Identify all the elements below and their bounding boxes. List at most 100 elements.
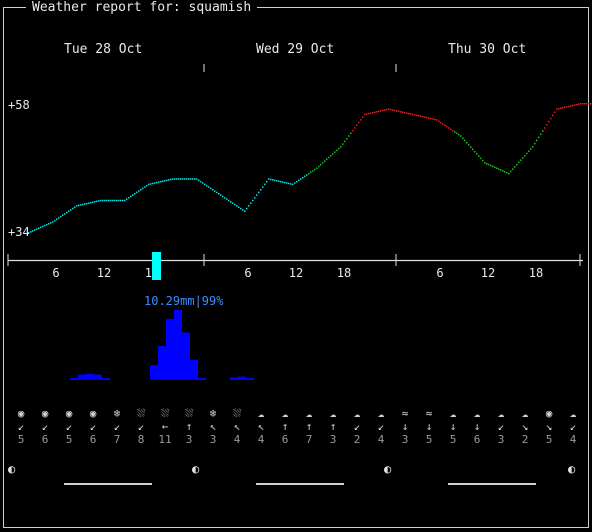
temperature-point bbox=[126, 198, 128, 200]
cloud-icon: ☁ bbox=[521, 407, 529, 420]
wind-speed: 3 bbox=[185, 433, 193, 446]
temperature-point bbox=[262, 186, 264, 188]
temperature-point bbox=[46, 223, 48, 226]
temperature-point bbox=[238, 206, 240, 208]
wind-speed: 7 bbox=[305, 433, 313, 446]
temperature-point bbox=[548, 120, 550, 123]
temperature-point bbox=[268, 178, 270, 180]
rain-cloud-icon: ⛆ bbox=[232, 407, 242, 420]
temperature-point bbox=[514, 166, 516, 168]
temperature-point bbox=[118, 199, 120, 202]
temperature-point bbox=[524, 154, 526, 157]
temperature-point bbox=[552, 114, 554, 117]
temperature-point bbox=[508, 172, 510, 175]
temperature-point bbox=[212, 189, 214, 191]
forecast-slot: ⛆ ← 11 bbox=[153, 407, 177, 446]
temperature-point bbox=[160, 180, 162, 183]
temperature-point bbox=[178, 178, 180, 180]
temperature-point bbox=[154, 182, 156, 184]
wind-direction-arrow-icon: ↘ bbox=[521, 420, 529, 433]
temperature-point bbox=[370, 112, 372, 114]
temperature-point bbox=[294, 182, 296, 184]
temperature-point bbox=[486, 163, 488, 165]
temperature-point bbox=[576, 103, 578, 106]
temperature-point bbox=[158, 181, 160, 183]
temperature-point bbox=[170, 178, 172, 181]
temperature-point bbox=[224, 197, 226, 199]
temperature-point bbox=[578, 103, 580, 105]
temperature-point bbox=[280, 180, 282, 183]
precip-amount-label: 10.29mm|99% bbox=[144, 294, 224, 308]
temperature-point bbox=[534, 142, 536, 145]
hour-tick-label: 6 bbox=[244, 266, 252, 280]
temperature-point bbox=[550, 117, 552, 120]
temperature-point bbox=[538, 136, 540, 139]
window-title: Weather report for: squamish bbox=[26, 0, 258, 15]
precip-bar bbox=[246, 377, 254, 380]
temperature-point bbox=[124, 199, 126, 202]
temperature-point bbox=[356, 124, 358, 126]
precip-bar bbox=[190, 359, 198, 380]
temperature-point bbox=[172, 178, 174, 180]
temperature-point bbox=[230, 201, 232, 203]
temperature-point bbox=[70, 209, 72, 211]
temperature-point bbox=[282, 181, 284, 183]
precip-bar bbox=[102, 377, 110, 380]
temperature-point bbox=[164, 180, 166, 182]
temperature-point bbox=[386, 108, 388, 111]
wind-speed: 3 bbox=[401, 433, 409, 446]
temperature-point bbox=[92, 201, 94, 204]
forecast-slot: ◉ ↙ 5 bbox=[9, 407, 33, 446]
wind-speed: 5 bbox=[17, 433, 25, 446]
temperature-point bbox=[426, 116, 428, 119]
temperature-point bbox=[192, 178, 194, 180]
wind-speed: 5 bbox=[65, 433, 73, 446]
temperature-point bbox=[346, 137, 348, 140]
cloud-icon: ☁ bbox=[473, 407, 481, 420]
temperature-point bbox=[114, 199, 116, 202]
temperature-point bbox=[54, 219, 56, 222]
temperature-point bbox=[218, 193, 220, 195]
temperature-point bbox=[272, 179, 274, 181]
temperature-point bbox=[502, 170, 504, 172]
rain-cloud-icon: ⛆ bbox=[184, 407, 194, 420]
temperature-point bbox=[292, 183, 294, 186]
temperature-point bbox=[528, 150, 530, 152]
temperature-point bbox=[382, 109, 384, 112]
time-cursor[interactable] bbox=[152, 252, 161, 280]
temperature-point bbox=[302, 176, 304, 179]
wind-speed: 5 bbox=[449, 433, 457, 446]
wind-direction-arrow-icon: ↙ bbox=[113, 420, 121, 433]
temperature-point bbox=[176, 178, 178, 180]
sun-icon: ◉ bbox=[17, 407, 25, 420]
wind-speed: 4 bbox=[257, 433, 265, 446]
temperature-point bbox=[500, 169, 502, 171]
temperature-point bbox=[456, 132, 458, 135]
wind-speed: 7 bbox=[113, 433, 121, 446]
temperature-point bbox=[374, 111, 376, 114]
wind-speed: 3 bbox=[209, 433, 217, 446]
cloud-icon: ☁ bbox=[329, 407, 337, 420]
forecast-slot: ❄ ↙ 7 bbox=[105, 407, 129, 446]
hour-tick-label: 6 bbox=[52, 266, 60, 280]
cloud-icon: ☁ bbox=[281, 407, 289, 420]
forecast-slot: ☁ ↑ 7 bbox=[297, 407, 321, 446]
temperature-point bbox=[90, 201, 92, 204]
cloud-icon: ☁ bbox=[377, 407, 385, 420]
temperature-point bbox=[284, 181, 286, 184]
temperature-point bbox=[330, 154, 332, 157]
wind-speed: 5 bbox=[425, 433, 433, 446]
temperature-point bbox=[372, 111, 374, 114]
temperature-point bbox=[134, 193, 136, 195]
temperature-point bbox=[342, 143, 344, 145]
rain-cloud-icon: ⛆ bbox=[136, 407, 146, 420]
cloud-icon: ☁ bbox=[449, 407, 457, 420]
temperature-point bbox=[204, 183, 206, 186]
precip-bar bbox=[230, 377, 238, 380]
wind-direction-arrow-icon: ↖ bbox=[233, 420, 241, 433]
temperature-point bbox=[410, 113, 412, 115]
temperature-point bbox=[418, 115, 420, 117]
temperature-point bbox=[566, 106, 568, 108]
precip-bar bbox=[182, 332, 190, 380]
temperature-point bbox=[104, 199, 106, 202]
